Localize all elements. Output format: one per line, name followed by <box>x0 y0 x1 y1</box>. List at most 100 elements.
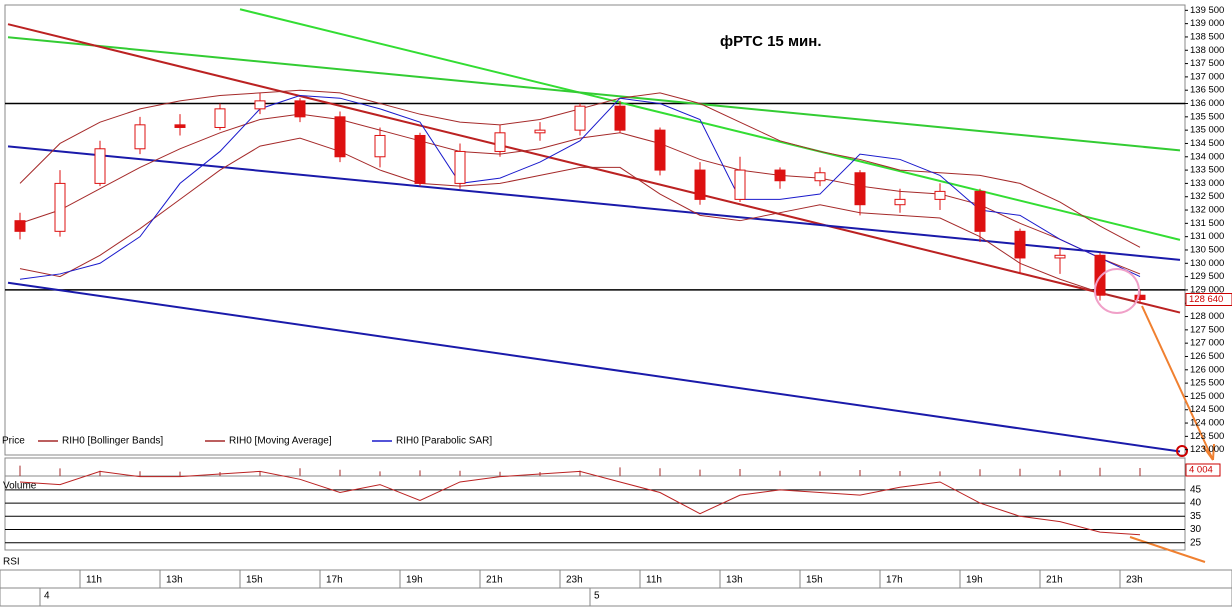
y-tick-label: 132 500 <box>1190 191 1224 202</box>
candle-body <box>454 150 466 184</box>
x-tick-label: 17h <box>326 575 343 586</box>
candle-body <box>134 124 146 150</box>
trendline <box>7 36 1181 152</box>
x-tick-label: 13h <box>726 575 743 586</box>
y-tick-label: 125 000 <box>1190 391 1224 402</box>
candle-body <box>54 182 66 232</box>
price-marker-box <box>1185 292 1232 306</box>
y-tick-label: 129 000 <box>1190 284 1224 295</box>
candle-body <box>734 169 746 200</box>
candle-body <box>174 124 186 128</box>
y-tick-label: 137 000 <box>1190 71 1224 82</box>
candle-body <box>494 132 506 152</box>
x-tick-label: 19h <box>406 575 423 586</box>
rsi-tick-label: 45 <box>1190 485 1202 496</box>
candle-body <box>654 129 666 171</box>
y-tick-label: 135 000 <box>1190 125 1224 136</box>
trendline <box>7 281 1181 453</box>
x-tick-label: 23h <box>566 575 583 586</box>
y-tick-label: 126 000 <box>1190 364 1224 375</box>
volume-marker-box <box>1185 463 1221 477</box>
rsi-tick-label: 40 <box>1190 498 1202 509</box>
candle-body <box>334 116 346 158</box>
main-plot <box>5 8 1185 453</box>
candle-body <box>894 198 906 206</box>
main-panel <box>4 4 1186 456</box>
y-tick-label: 134 000 <box>1190 151 1224 162</box>
indicator-line <box>19 95 1141 280</box>
candle-body <box>1054 254 1066 259</box>
candle-body <box>974 190 986 232</box>
y-tick-label: 139 000 <box>1190 18 1224 29</box>
y-tick-label: 136 500 <box>1190 85 1224 96</box>
rsi-panel <box>4 475 1186 551</box>
y-tick-label: 128 000 <box>1190 311 1224 322</box>
x-tick-label: 15h <box>246 575 263 586</box>
rsi-label: RSI <box>3 557 20 568</box>
y-tick-label: 137 500 <box>1190 58 1224 69</box>
candle-body <box>1094 254 1106 296</box>
x-tick-label: 21h <box>486 575 503 586</box>
candle-body <box>574 105 586 131</box>
indicator-lower-line <box>19 137 1141 304</box>
target-marker <box>1176 445 1188 457</box>
y-tick-label: 133 000 <box>1190 178 1224 189</box>
candle-body <box>14 220 26 232</box>
x-tick-label: 19h <box>966 575 983 586</box>
price-marker-label: 128 640 <box>1189 294 1223 305</box>
y-tick-label: 135 500 <box>1190 111 1224 122</box>
x-tick-label: 15h <box>806 575 823 586</box>
candle-body <box>614 105 626 131</box>
y-tick-label: 124 000 <box>1190 418 1224 429</box>
legend-price: Price <box>2 436 25 447</box>
y-tick-label: 132 000 <box>1190 205 1224 216</box>
highlight-circle <box>1094 268 1140 314</box>
candle-body <box>374 134 386 158</box>
y-tick-label: 124 500 <box>1190 404 1224 415</box>
y-tick-label: 134 500 <box>1190 138 1224 149</box>
y-tick-label: 123 500 <box>1190 431 1224 442</box>
y-tick-label: 127 000 <box>1190 338 1224 349</box>
x-tick-label: 21h <box>1046 575 1063 586</box>
rsi-arrow <box>1129 536 1206 563</box>
candle-body <box>774 169 786 182</box>
candle-body <box>534 129 546 134</box>
candle-body <box>254 100 266 110</box>
legend-label: RIH0 [Parabolic SAR] <box>396 436 492 447</box>
trendline <box>239 8 1181 241</box>
x-tick-label: 11h <box>646 575 662 586</box>
y-tick-label: 129 500 <box>1190 271 1224 282</box>
rsi-tick-label: 25 <box>1190 537 1202 548</box>
candle-body <box>94 148 106 184</box>
candle-body <box>694 169 706 200</box>
y-tick-label: 136 000 <box>1190 98 1224 109</box>
candle-body <box>414 134 426 184</box>
x-tick-label: 11h <box>86 575 102 586</box>
y-tick-label: 139 500 <box>1190 5 1224 16</box>
candle-body <box>814 172 826 182</box>
y-tick-label: 138 000 <box>1190 45 1224 56</box>
y-tick-label: 133 500 <box>1190 165 1224 176</box>
y-tick-label: 125 500 <box>1190 378 1224 389</box>
candle-body <box>854 172 866 206</box>
volume-label: Volume <box>3 481 37 492</box>
chart-title: фРТС 15 мин. <box>720 33 822 50</box>
trendline <box>7 23 1181 314</box>
x-tick-label: 23h <box>1126 575 1143 586</box>
forecast-arrow <box>1141 305 1215 461</box>
date-label: 5 <box>594 591 600 602</box>
candle-body <box>214 108 226 128</box>
candle-body <box>934 190 946 200</box>
candle-body <box>1134 294 1146 300</box>
y-tick-label: 131 000 <box>1190 231 1224 242</box>
candle-body <box>294 100 306 118</box>
y-tick-label: 130 500 <box>1190 244 1224 255</box>
date-label: 4 <box>44 591 50 602</box>
y-tick-label: 138 500 <box>1190 31 1224 42</box>
indicator-line <box>19 113 1141 275</box>
x-tick-label: 13h <box>166 575 183 586</box>
y-tick-label: 123 000 <box>1190 444 1224 455</box>
candle-body <box>1014 230 1026 259</box>
rsi-tick-label: 30 <box>1190 524 1202 535</box>
